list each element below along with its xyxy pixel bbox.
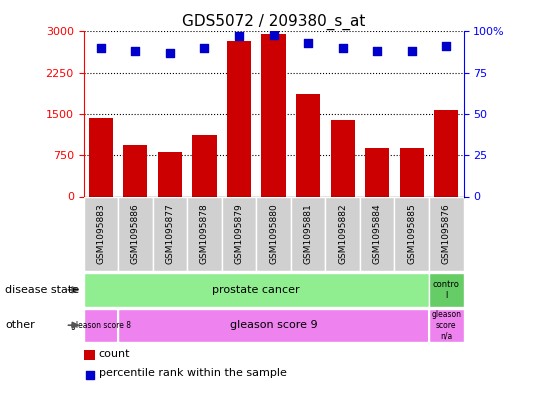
- Text: gleason
score
n/a: gleason score n/a: [431, 310, 461, 340]
- Text: GSM1095879: GSM1095879: [234, 204, 244, 264]
- Point: [146, 313, 155, 319]
- FancyBboxPatch shape: [429, 273, 464, 307]
- Bar: [365, 147, 389, 196]
- Point: [270, 31, 278, 38]
- Title: GDS5072 / 209380_s_at: GDS5072 / 209380_s_at: [182, 14, 365, 30]
- FancyBboxPatch shape: [326, 196, 360, 271]
- FancyBboxPatch shape: [256, 196, 291, 271]
- Text: GSM1095883: GSM1095883: [96, 204, 105, 264]
- FancyBboxPatch shape: [429, 196, 464, 271]
- Bar: [399, 148, 424, 196]
- Text: GSM1095880: GSM1095880: [269, 204, 278, 264]
- Text: prostate cancer: prostate cancer: [212, 285, 300, 295]
- FancyBboxPatch shape: [153, 196, 187, 271]
- Text: gleason score 9: gleason score 9: [230, 320, 317, 330]
- Text: GSM1095886: GSM1095886: [131, 204, 140, 264]
- Text: disease state: disease state: [5, 285, 80, 295]
- FancyBboxPatch shape: [291, 196, 326, 271]
- FancyBboxPatch shape: [360, 196, 395, 271]
- Text: contro
l: contro l: [433, 280, 460, 299]
- Text: GSM1095884: GSM1095884: [372, 204, 382, 264]
- Bar: [192, 135, 217, 196]
- Text: percentile rank within the sample: percentile rank within the sample: [99, 368, 287, 378]
- Point: [442, 43, 451, 50]
- Text: GSM1095882: GSM1095882: [338, 204, 347, 264]
- FancyBboxPatch shape: [84, 196, 118, 271]
- Text: gleason score 8: gleason score 8: [71, 321, 131, 330]
- FancyBboxPatch shape: [84, 273, 429, 307]
- Bar: [296, 94, 320, 196]
- Bar: [89, 118, 113, 196]
- FancyBboxPatch shape: [118, 309, 429, 342]
- Text: other: other: [5, 320, 35, 331]
- Text: GSM1095878: GSM1095878: [200, 204, 209, 264]
- Point: [131, 48, 140, 54]
- Bar: [123, 145, 148, 196]
- Point: [200, 45, 209, 51]
- Point: [96, 45, 105, 51]
- Point: [373, 48, 382, 54]
- FancyBboxPatch shape: [84, 309, 118, 342]
- FancyBboxPatch shape: [429, 309, 464, 342]
- Point: [338, 45, 347, 51]
- Bar: [330, 120, 355, 196]
- Text: GSM1095876: GSM1095876: [442, 204, 451, 264]
- Point: [304, 40, 313, 46]
- Bar: [261, 34, 286, 197]
- Bar: [434, 110, 458, 196]
- FancyBboxPatch shape: [187, 196, 222, 271]
- Text: GSM1095881: GSM1095881: [303, 204, 313, 264]
- Point: [165, 50, 174, 56]
- Bar: [158, 152, 182, 196]
- Point: [234, 33, 243, 40]
- FancyBboxPatch shape: [222, 196, 256, 271]
- Text: count: count: [99, 349, 130, 360]
- FancyBboxPatch shape: [118, 196, 153, 271]
- Text: GSM1095877: GSM1095877: [165, 204, 175, 264]
- Bar: [227, 41, 251, 196]
- FancyBboxPatch shape: [395, 196, 429, 271]
- Point: [407, 48, 416, 54]
- Text: GSM1095885: GSM1095885: [407, 204, 416, 264]
